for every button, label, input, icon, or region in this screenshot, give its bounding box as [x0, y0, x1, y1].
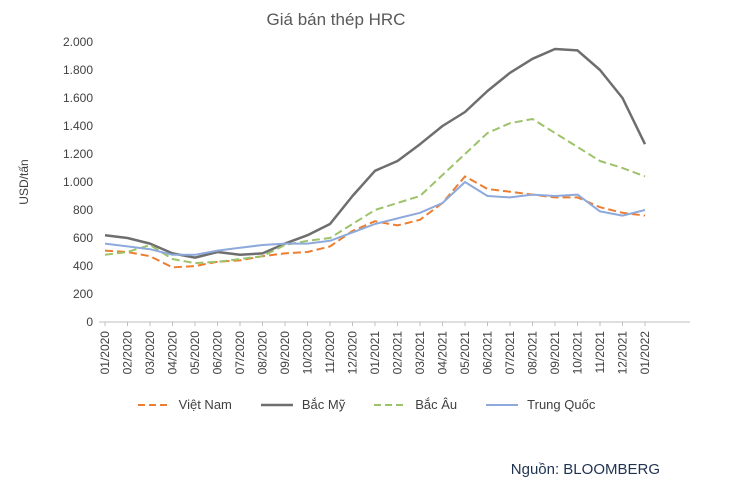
x-tick-label: 12/2021 [616, 331, 630, 375]
series-line-việt-nam [104, 175, 646, 269]
x-tick-label: 07/2021 [503, 331, 517, 375]
y-axis-title: USD/tấn [17, 159, 31, 204]
chart-title: Giá bán thép HRC [266, 10, 406, 29]
series-line-bắc-mỹ [104, 47, 647, 259]
x-tick-label: 10/2020 [301, 331, 315, 375]
y-tick-label: 1.000 [63, 175, 93, 189]
legend-item: Việt Nam [137, 397, 232, 412]
chart-legend: Việt Nam Bắc Mỹ Bắc Âu Trung Quốc [0, 397, 732, 412]
x-tick-label: 08/2020 [256, 331, 270, 375]
x-tick-label: 05/2020 [188, 331, 202, 375]
x-tick-label: 01/2021 [368, 331, 382, 375]
series-line-bắc-âu [104, 118, 646, 265]
x-tick-label: 08/2021 [526, 331, 540, 375]
x-tick-label: 04/2020 [166, 331, 180, 375]
y-tick-label: 0 [86, 315, 93, 329]
x-tick-label: 12/2020 [346, 331, 360, 375]
legend-line-sample [486, 403, 519, 406]
y-tick-label: 1.600 [63, 91, 93, 105]
legend-item: Bắc Mỹ [260, 397, 345, 412]
x-tick-label: 04/2021 [436, 331, 450, 375]
x-tick-label: 06/2020 [211, 331, 225, 375]
legend-label: Trung Quốc [527, 397, 596, 412]
line-chart: 0 200 400 600 800 1.000 1.200 1.400 1.600 1.800 2.… [17, 35, 690, 375]
y-tick-label: 2.000 [63, 35, 93, 49]
x-tick-label: 02/2020 [121, 331, 135, 375]
legend-label: Bắc Mỹ [301, 397, 346, 412]
legend-line-sample [374, 403, 407, 406]
x-tick-label: 06/2021 [481, 331, 495, 375]
source-credit: Nguồn: BLOOMBERG [510, 461, 660, 478]
x-tick-label: 09/2020 [278, 331, 292, 375]
x-tick-label: 07/2020 [233, 331, 247, 375]
legend-label: Bắc Âu [415, 397, 458, 412]
y-tick-label: 1.800 [63, 63, 93, 77]
x-tick-label: 03/2021 [413, 331, 427, 375]
y-tick-label: 1.200 [63, 147, 93, 161]
x-tick-label: 09/2021 [548, 331, 562, 375]
legend-item: Bắc Âu [373, 397, 457, 412]
y-tick-label: 800 [73, 203, 93, 217]
x-tick-label: 01/2022 [638, 331, 652, 375]
x-tick-label: 02/2021 [391, 331, 405, 375]
series-line-trung-quốc [104, 181, 646, 256]
legend-line-sample [137, 403, 170, 406]
x-tick-label: 11/2021 [593, 331, 607, 374]
y-tick-label: 1.400 [63, 119, 93, 133]
legend-line-sample [260, 403, 293, 406]
y-tick-label: 200 [73, 287, 93, 301]
legend-label: Việt Nam [178, 397, 232, 412]
legend-item: Trung Quốc [485, 397, 595, 412]
x-tick-label: 11/2020 [323, 331, 337, 374]
y-tick-label: 600 [73, 231, 93, 245]
x-tick-label: 10/2021 [571, 331, 585, 375]
x-tick-label: 05/2021 [458, 331, 472, 375]
x-tick-label: 03/2020 [143, 331, 157, 375]
x-tick-label: 01/2020 [98, 331, 112, 375]
y-tick-label: 400 [73, 259, 93, 273]
